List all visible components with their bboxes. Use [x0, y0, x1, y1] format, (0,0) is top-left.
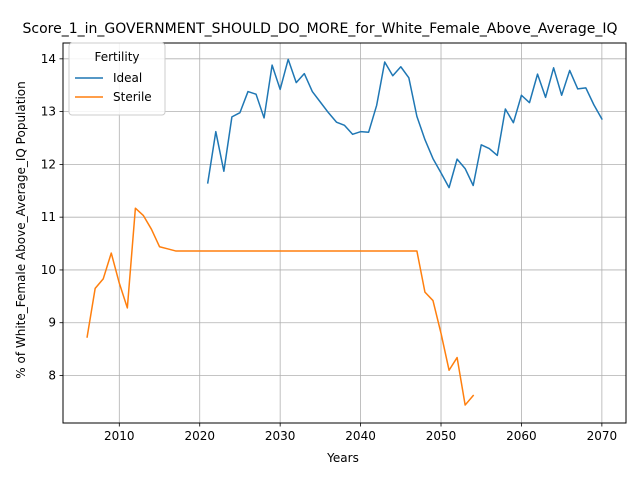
legend-label-ideal: Ideal [113, 71, 142, 85]
y-tick-label: 12 [41, 157, 56, 171]
x-tick-label: 2060 [506, 429, 537, 443]
x-tick-label: 2010 [104, 429, 135, 443]
legend-title: Fertility [94, 50, 139, 64]
y-axis: 8 9 10 11 12 13 14 [41, 52, 63, 383]
series-line-sterile [86, 207, 475, 406]
legend: Fertility Ideal Sterile [68, 42, 166, 116]
plot-frame [62, 42, 627, 424]
y-tick-label: 14 [41, 52, 56, 66]
y-tick-label: 10 [41, 263, 56, 277]
x-tick-label: 2070 [587, 429, 618, 443]
legend-label-sterile: Sterile [113, 90, 152, 104]
series-lines [86, 58, 603, 406]
grid [63, 43, 626, 423]
y-tick-label: 8 [48, 369, 56, 383]
x-tick-label: 2020 [184, 429, 215, 443]
x-tick-label: 2040 [345, 429, 376, 443]
y-tick-label: 11 [41, 210, 56, 224]
series-line-ideal [206, 58, 603, 189]
x-axis-label: Years [326, 451, 359, 465]
y-tick-label: 9 [48, 316, 56, 330]
chart-title: Score_1_in_GOVERNMENT_SHOULD_DO_MORE_for… [23, 21, 618, 37]
x-tick-label: 2030 [265, 429, 296, 443]
y-axis-label: % of White_Female Above_Average_IQ Popul… [14, 81, 28, 378]
y-tick-label: 13 [41, 105, 56, 119]
x-tick-label: 2050 [426, 429, 457, 443]
x-axis: 2010 2020 2030 2040 2050 2060 2070 [104, 423, 617, 443]
